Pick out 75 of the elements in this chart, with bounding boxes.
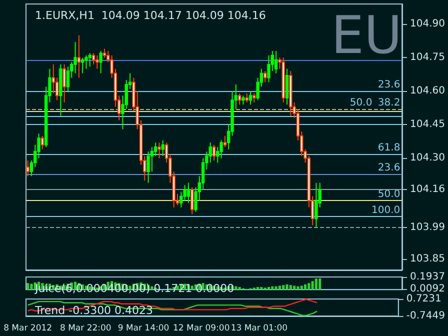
annotation: 23.6 <box>378 80 400 91</box>
candlestick <box>314 182 318 228</box>
annotation: 100.0 <box>372 204 400 216</box>
candlestick <box>190 186 194 215</box>
bar <box>300 286 303 290</box>
candlestick <box>146 151 150 184</box>
bar <box>278 286 282 290</box>
y-tick-label: -0.7449 <box>406 310 446 322</box>
x-tick-label: 8 Mar 2012 <box>4 324 52 334</box>
y-tick-label: 104.90 <box>410 18 446 30</box>
y-tick-label: 104.45 <box>410 119 446 130</box>
bar <box>267 286 270 290</box>
candlestick <box>40 135 44 150</box>
candlestick <box>248 90 252 106</box>
y-tick-label: 104.75 <box>410 52 446 64</box>
candlestick <box>66 66 70 92</box>
x-tick-label: 13 Mar 01:00 <box>230 324 288 334</box>
bar <box>296 286 300 290</box>
candlestick <box>264 70 267 83</box>
bar <box>293 286 296 290</box>
candlestick <box>80 57 84 74</box>
bar <box>74 282 77 290</box>
candlestick <box>180 191 183 208</box>
bar <box>311 281 314 290</box>
candlestick <box>267 54 270 83</box>
candlestick <box>92 52 96 65</box>
annotation: 50.0 <box>378 189 400 200</box>
candlestick <box>77 34 81 78</box>
candlestick <box>96 54 99 70</box>
bar <box>260 286 263 290</box>
bar <box>308 283 310 290</box>
candlestick <box>88 52 92 68</box>
bar <box>304 284 307 290</box>
candlestick <box>62 64 66 103</box>
bar <box>289 285 292 290</box>
candlestick <box>220 140 223 159</box>
y-tick-label: 104.30 <box>410 152 446 164</box>
y-tick-label: 0.7231 <box>406 294 442 304</box>
candlestick <box>99 50 102 74</box>
y-tick-label: 104.60 <box>410 86 446 97</box>
bar <box>128 286 132 290</box>
y-tick-label: 0.1937 <box>410 272 446 282</box>
candlestick <box>285 68 289 106</box>
annotation: 61.8 <box>378 142 400 154</box>
candlestick <box>186 182 190 204</box>
y-tick-label: 103.85 <box>410 253 446 264</box>
x-tick-label: 8 Mar 22:00 <box>60 324 112 334</box>
bar <box>26 283 30 290</box>
candlestick <box>223 135 227 148</box>
bar <box>314 278 318 290</box>
annotation: 50.0 <box>350 98 372 109</box>
y-tick-label: 104.16 <box>410 184 446 196</box>
text: 1.EURX,H1 104.09 104.17 104.09 104.16 <box>35 9 266 22</box>
bar <box>318 278 322 290</box>
bar <box>30 284 33 290</box>
candlestick <box>212 144 216 161</box>
candlestick <box>208 142 212 164</box>
candlestick <box>74 42 77 74</box>
annotation: 23.6 <box>378 162 400 174</box>
y-tick-label: 0.0092 <box>410 284 446 294</box>
x-tick-label: 12 Mar 09:00 <box>172 324 230 334</box>
bar <box>286 284 288 290</box>
candlestick <box>84 54 88 70</box>
candlestick <box>158 142 161 159</box>
bar <box>256 286 260 290</box>
annotation: 38.2 <box>378 98 400 109</box>
bar <box>238 286 241 290</box>
x-tick-label: 9 Mar 14:00 <box>118 324 170 334</box>
annotation: EU <box>331 6 402 66</box>
bar <box>282 285 285 290</box>
candlestick <box>161 140 164 156</box>
candlestick <box>274 50 278 74</box>
candlestick <box>238 92 242 106</box>
candlestick <box>26 160 30 177</box>
y-tick-label: 103.99 <box>410 222 446 234</box>
